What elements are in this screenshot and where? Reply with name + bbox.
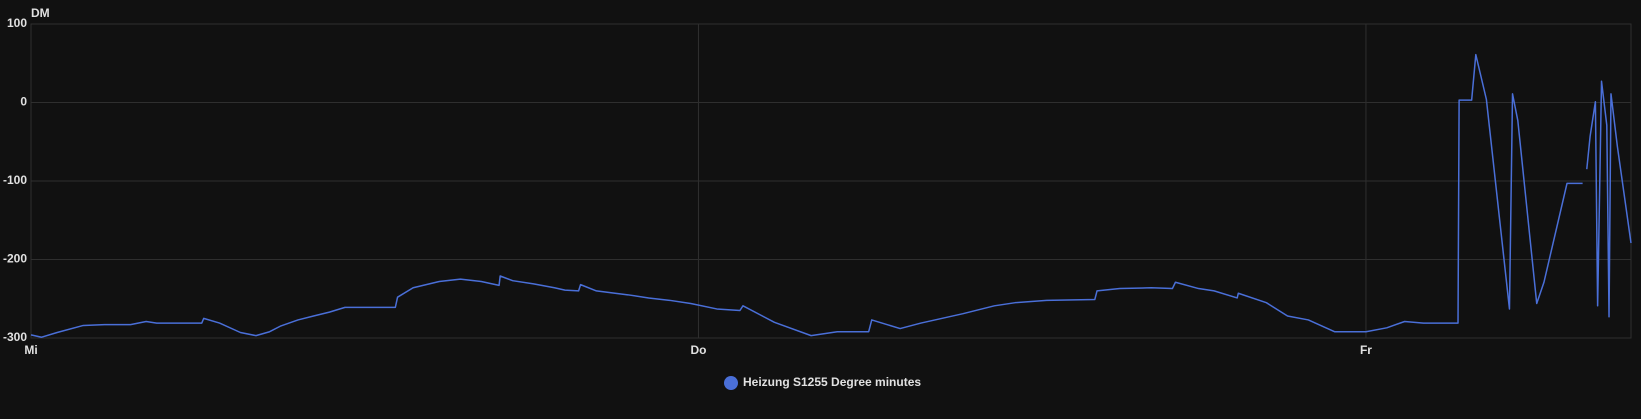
legend-marker[interactable]: [724, 376, 738, 390]
legend-label[interactable]: Heizung S1255 Degree minutes: [743, 375, 921, 389]
y-tick-label: -100: [3, 173, 27, 187]
data-line: [30, 53, 1632, 338]
x-tick-label: Mi: [24, 343, 37, 357]
x-tick-label: Do: [690, 343, 706, 357]
y-tick-label: 100: [7, 16, 27, 30]
x-tick-label: Fr: [1360, 343, 1372, 357]
y-axis-label: DM: [31, 6, 50, 20]
y-tick-label: -200: [3, 252, 27, 266]
y-tick-label: -300: [3, 330, 27, 344]
y-tick-label: 0: [20, 95, 27, 109]
